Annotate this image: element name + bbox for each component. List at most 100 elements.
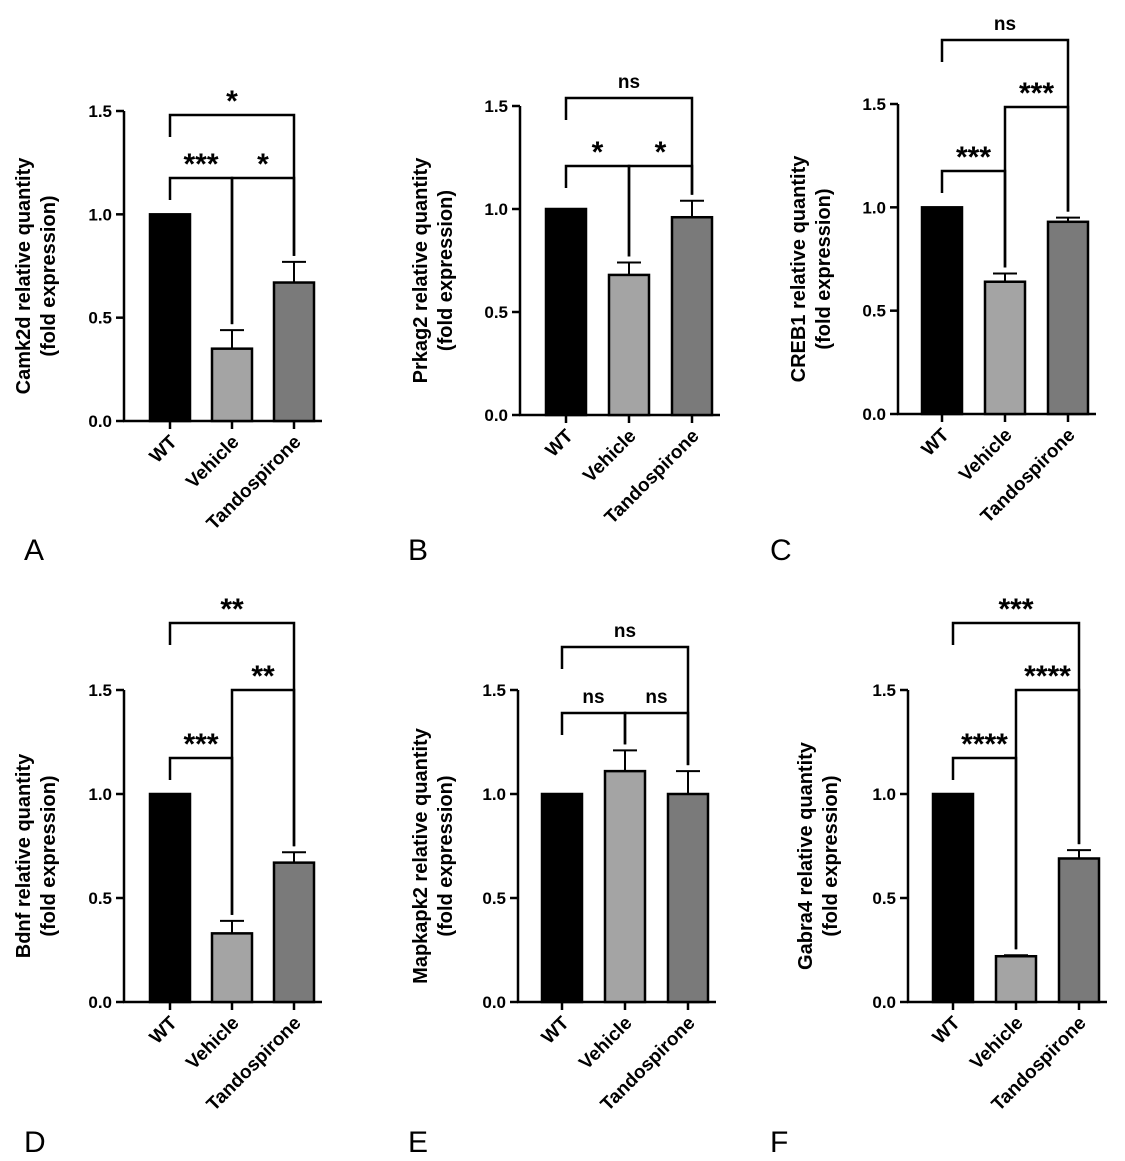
bar [603,769,647,1004]
significance-label: *** [956,141,991,174]
y-tick-label: 1.0 [482,785,506,804]
x-tick-label: Vehicle [955,425,1016,486]
panel-d: 0.0 0.5 1.0 1.5 Bdnf relative quantity (fold … [13,593,322,1159]
y-tick-label: 1.0 [88,205,112,224]
bar [1046,220,1090,416]
x-tick-label: WT [918,424,954,460]
panel-letter: C [770,534,792,567]
y-tick-label: 0.0 [88,412,112,431]
significance-label: * [655,136,667,169]
significance-bracket [560,645,690,766]
panel-letter: E [408,1126,428,1159]
x-tick-label: WT [538,1012,574,1048]
y-axis-subtitle: (fold expression) [435,190,457,351]
y-tick-label: 1.5 [482,681,506,700]
significance-label: ns [645,687,667,708]
x-tick-label: WT [542,425,578,461]
y-tick-label: 0.0 [872,993,896,1012]
y-axis-title: CREB1 relative quantity [788,155,810,383]
significance-label: * [257,148,269,181]
significance-label: ** [220,593,244,626]
significance-label: *** [998,593,1033,626]
significance-label: *** [183,728,218,761]
bar [1057,857,1101,1004]
significance-bracket [168,621,296,847]
y-axis-subtitle: (fold expression) [813,188,835,349]
panel-letter: D [24,1126,46,1159]
panel-f: 0.0 0.5 1.0 1.5 Gabra4 relative quantity (fol… [770,593,1107,1159]
y-tick-label: 0.5 [872,889,896,908]
bar [994,954,1038,1004]
y-axis-title: Gabra4 relative quantity [795,741,817,970]
bar [272,281,316,423]
significance-label: **** [961,728,1008,761]
panel-e: 0.0 0.5 1.0 1.5 Mapkapk2 relative quantity (f… [408,621,716,1159]
bar [540,792,584,1004]
y-tick-label: 1.0 [484,200,508,219]
bar [210,932,254,1004]
y-axis-title: Prkag2 relative quantity [410,157,432,384]
y-axis-title: Bdnf relative quantity [13,753,35,958]
y-axis-title: Mapkapk2 relative quantity [410,727,432,984]
y-tick-label: 1.0 [872,785,896,804]
significance-label: ** [251,660,275,693]
y-axis-subtitle: (fold expression) [820,775,842,936]
y-tick-label: 0.0 [88,993,112,1012]
y-axis-subtitle: (fold expression) [435,775,457,936]
significance-bracket [168,113,296,256]
significance-label: ns [618,72,640,93]
y-axis-subtitle: (fold expression) [38,195,60,356]
y-axis-title: Camk2d relative quantity [13,157,35,395]
panel-letter: B [408,534,428,567]
significance-label: * [592,136,604,169]
significance-label: * [226,85,238,118]
significance-label: **** [1024,660,1071,693]
bar [931,792,975,1004]
panel-letter: F [770,1126,788,1159]
y-tick-label: 1.5 [484,97,508,116]
significance-label: ns [614,621,636,642]
y-axis-subtitle: (fold expression) [38,775,60,936]
y-tick-label: 0.0 [862,405,886,424]
bar [148,792,192,1004]
y-tick-label: 1.5 [88,102,112,121]
x-tick-label: Vehicle [182,1013,243,1074]
bar [148,213,192,423]
significance-label: ns [994,14,1016,35]
significance-label: *** [183,148,218,181]
significance-bracket [940,38,1070,212]
x-tick-label: WT [929,1012,965,1048]
panel-a: 0.0 0.5 1.0 1.5 Camk2d relative quantity (fol… [13,85,322,567]
y-tick-label: 0.0 [482,993,506,1012]
y-tick-label: 1.0 [88,785,112,804]
bar [666,792,710,1004]
x-tick-label: Vehicle [579,426,640,487]
bar [983,280,1027,416]
y-tick-label: 0.5 [88,889,112,908]
x-tick-label: Vehicle [575,1013,636,1074]
significance-label: *** [1019,77,1054,110]
y-tick-label: 1.5 [872,681,896,700]
significance-bracket [564,96,694,195]
bar [920,206,964,416]
panel-c: 0.0 0.5 1.0 1.5 CREB1 relative quantity (fold… [770,14,1096,567]
bar [607,273,651,417]
panel-letter: A [24,534,44,567]
y-tick-label: 1.5 [862,95,886,114]
significance-bracket [623,711,690,766]
significance-label: ns [582,687,604,708]
x-tick-label: Vehicle [182,432,243,493]
significance-bracket [951,621,1081,845]
bar [670,215,714,417]
y-tick-label: 0.5 [862,302,886,321]
y-tick-label: 0.5 [482,889,506,908]
bar [210,347,254,423]
x-tick-label: Vehicle [966,1013,1027,1074]
y-tick-label: 0.5 [484,303,508,322]
significance-bracket [560,711,627,745]
y-tick-label: 0.0 [484,406,508,425]
x-tick-label: WT [146,431,182,467]
bar [544,207,588,417]
y-tick-label: 1.5 [88,681,112,700]
